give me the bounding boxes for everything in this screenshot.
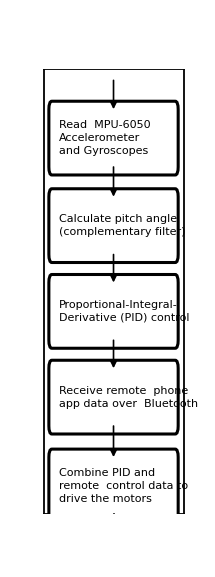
FancyBboxPatch shape [49,449,178,523]
Text: Receive remote  phone
app data over  Bluetooth: Receive remote phone app data over Bluet… [58,386,198,409]
Text: Combine PID and
remote  control data to
drive the motors: Combine PID and remote control data to d… [58,468,188,504]
Text: Proportional-Integral-
Derivative (PID) control: Proportional-Integral- Derivative (PID) … [58,300,189,323]
FancyBboxPatch shape [49,189,178,263]
FancyBboxPatch shape [49,360,178,434]
Text: Calculate pitch angle
(complementary filter): Calculate pitch angle (complementary fil… [58,214,185,237]
FancyBboxPatch shape [49,275,178,349]
FancyBboxPatch shape [49,101,178,175]
Text: Read  MPU-6050
Accelerometer
and Gyroscopes: Read MPU-6050 Accelerometer and Gyroscop… [58,121,150,156]
